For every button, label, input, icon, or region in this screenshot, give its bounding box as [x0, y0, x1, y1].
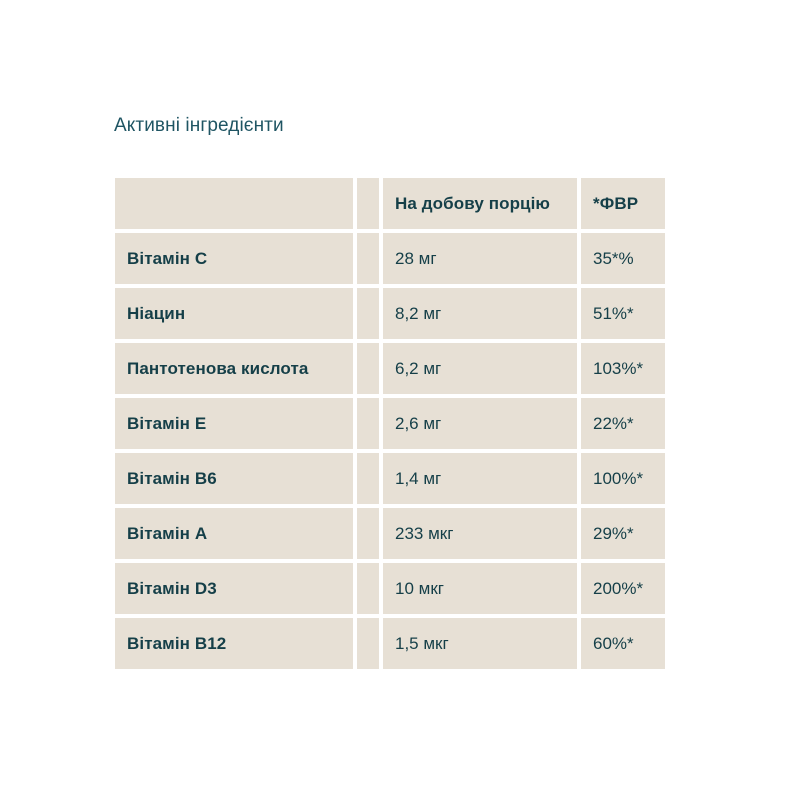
header-fvr-cell: *ФВР: [581, 178, 665, 229]
table-row: Ніацин 8,2 мг 51%*: [115, 288, 665, 339]
header-amount-cell: На добову порцію: [383, 178, 577, 229]
ingredients-table: На добову порцію *ФВР Вітамін C 28 мг 35…: [111, 174, 669, 673]
table-row: Вітамін E 2,6 мг 22%*: [115, 398, 665, 449]
ingredient-amount: 28 мг: [383, 233, 577, 284]
ingredient-name: Вітамін B6: [115, 453, 353, 504]
spacer-cell: [357, 398, 379, 449]
table-row: Вітамін D3 10 мкг 200%*: [115, 563, 665, 614]
table-row: Вітамін B6 1,4 мг 100%*: [115, 453, 665, 504]
spacer-cell: [357, 508, 379, 559]
header-row: На добову порцію *ФВР: [115, 178, 665, 229]
ingredient-fvr: 103%*: [581, 343, 665, 394]
spacer-cell: [357, 618, 379, 669]
spacer-cell: [357, 233, 379, 284]
ingredient-name: Вітамін B12: [115, 618, 353, 669]
ingredient-amount: 1,5 мкг: [383, 618, 577, 669]
table-row: Вітамін C 28 мг 35*%: [115, 233, 665, 284]
ingredient-amount: 6,2 мг: [383, 343, 577, 394]
spacer-cell: [357, 288, 379, 339]
ingredient-name: Вітамін C: [115, 233, 353, 284]
spacer-cell: [357, 563, 379, 614]
ingredient-amount: 233 мкг: [383, 508, 577, 559]
table-row: Вітамін B12 1,5 мкг 60%*: [115, 618, 665, 669]
ingredient-fvr: 22%*: [581, 398, 665, 449]
ingredient-fvr: 100%*: [581, 453, 665, 504]
ingredient-fvr: 35*%: [581, 233, 665, 284]
ingredient-fvr: 200%*: [581, 563, 665, 614]
ingredient-amount: 1,4 мг: [383, 453, 577, 504]
ingredient-name: Вітамін E: [115, 398, 353, 449]
ingredient-fvr: 51%*: [581, 288, 665, 339]
ingredient-fvr: 60%*: [581, 618, 665, 669]
header-name-cell: [115, 178, 353, 229]
spacer-cell: [357, 343, 379, 394]
table-row: Вітамін A 233 мкг 29%*: [115, 508, 665, 559]
ingredient-name: Ніацин: [115, 288, 353, 339]
ingredient-name: Вітамін A: [115, 508, 353, 559]
ingredient-fvr: 29%*: [581, 508, 665, 559]
ingredient-amount: 10 мкг: [383, 563, 577, 614]
table-row: Пантотенова кислота 6,2 мг 103%*: [115, 343, 665, 394]
page-title: Активні інгредієнти: [114, 115, 284, 136]
spacer-cell: [357, 453, 379, 504]
ingredient-amount: 2,6 мг: [383, 398, 577, 449]
header-spacer-cell: [357, 178, 379, 229]
ingredient-amount: 8,2 мг: [383, 288, 577, 339]
table-header: На добову порцію *ФВР: [115, 178, 665, 229]
ingredient-name: Пантотенова кислота: [115, 343, 353, 394]
ingredient-name: Вітамін D3: [115, 563, 353, 614]
table-body: Вітамін C 28 мг 35*% Ніацин 8,2 мг 51%* …: [115, 233, 665, 669]
